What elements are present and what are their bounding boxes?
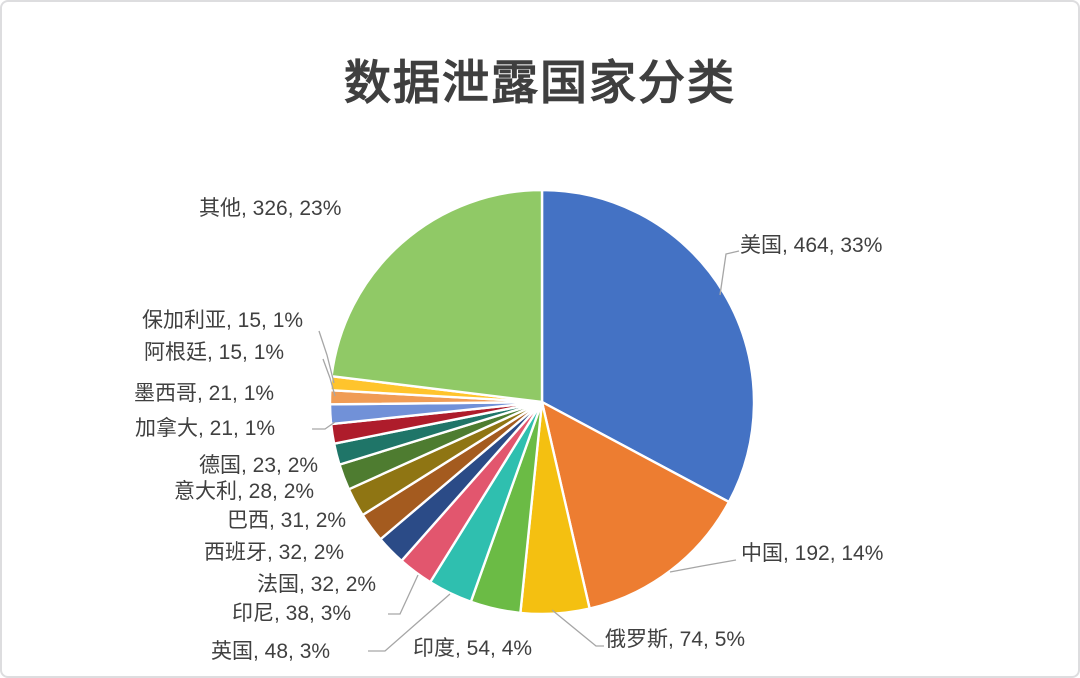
leader-line-canada: [312, 421, 336, 430]
pie-label-germany: 德国, 23, 2%: [199, 454, 319, 477]
pie-label-indonesia: 印尼, 38, 3%: [232, 602, 352, 625]
pie-label-bulgaria: 保加利亚, 15, 1%: [142, 309, 304, 332]
leader-line-argentina: [322, 358, 336, 397]
pie-label-argentina: 阿根廷, 15, 1%: [144, 341, 285, 364]
pie-label-russia: 俄罗斯, 74, 5%: [605, 628, 746, 651]
leader-line-bulgaria: [318, 330, 335, 384]
chart-title: 数据泄露国家分类: [344, 56, 736, 109]
pie-label-china: 中国, 192, 14%: [741, 542, 884, 565]
leader-line-russia: [551, 609, 604, 647]
pie-label-india: 印度, 54, 4%: [413, 637, 533, 660]
pie-label-italy: 意大利, 28, 2%: [174, 480, 315, 503]
pie-slice-usa: [540, 188, 756, 504]
pie-label-spain: 西班牙, 32, 2%: [204, 541, 345, 564]
leader-line-indonesia: [388, 574, 419, 615]
leader-line-usa: [719, 250, 740, 296]
pie-label-other: 其他, 326, 23%: [199, 197, 342, 220]
leader-line-uk: [368, 593, 451, 652]
pie-label-canada: 加拿大, 21, 1%: [135, 417, 276, 440]
pie-label-france: 法国, 32, 2%: [257, 573, 377, 596]
pie-label-mexico: 墨西哥, 21, 1%: [134, 382, 275, 405]
leader-line-china: [669, 559, 737, 573]
pie-label-usa: 美国, 464, 33%: [740, 234, 883, 257]
pie-label-uk: 英国, 48, 3%: [211, 640, 331, 663]
pie-label-brazil: 巴西, 31, 2%: [227, 509, 347, 532]
pie-slice-china: [540, 400, 731, 610]
pie-slice-other: [330, 188, 544, 404]
